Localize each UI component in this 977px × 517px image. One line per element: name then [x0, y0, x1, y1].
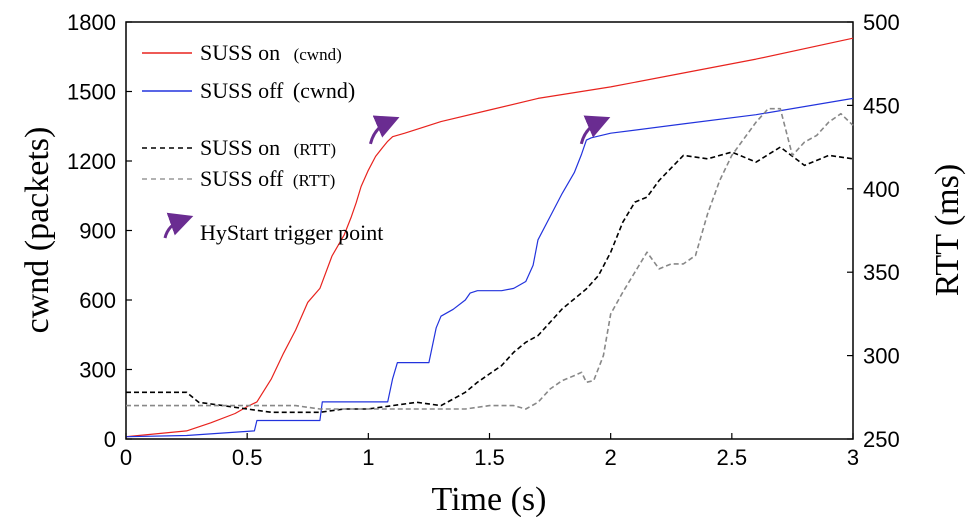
- series-layer: [125, 37, 854, 438]
- hystart-legend-icon: [163, 212, 194, 239]
- legend-label-suss-on-cwnd: SUSS on (cwnd): [200, 40, 342, 65]
- legend-label-suss-off-cwnd: SUSS off (cwnd): [200, 78, 355, 103]
- ticks-layer: 0 0.5 1 1.5 2 2.5 3 0 300 600 900 1200 1500 1800 250 30…: [67, 10, 900, 470]
- y-right-tick-label: 300: [863, 344, 900, 369]
- y-left-tick-label: 900: [79, 219, 116, 244]
- y-axis-right-title: RTT (ms): [929, 164, 966, 296]
- y-axis-left-title: cwnd (packets): [19, 127, 56, 334]
- x-tick-label: 1: [362, 445, 374, 470]
- hystart-trigger-arrow-icon: [368, 115, 400, 145]
- annotation-layer: [368, 115, 611, 145]
- x-tick-label: 3: [847, 445, 859, 470]
- x-tick-label: 2.5: [717, 445, 748, 470]
- y-left-tick-label: 0: [104, 427, 116, 452]
- x-tick-label: 0.5: [232, 445, 263, 470]
- y-left-tick-label: 300: [79, 358, 116, 383]
- y-left-tick-label: 600: [79, 288, 116, 313]
- y-right-tick-label: 400: [863, 177, 900, 202]
- y-right-tick-label: 350: [863, 260, 900, 285]
- y-left-tick-label: 1500: [67, 80, 116, 105]
- series-line-suss-on-cwnd: [125, 37, 854, 438]
- y-right-tick-label: 250: [863, 427, 900, 452]
- legend-label-hystart: HyStart trigger point: [200, 220, 383, 245]
- x-tick-label: 2: [605, 445, 617, 470]
- series-line-suss-on-rtt: [126, 146, 854, 414]
- y-left-tick-label: 1800: [67, 10, 116, 35]
- hystart-trigger-arrow-icon: [579, 115, 611, 145]
- legend-label-suss-on-rtt: SUSS on (RTT): [200, 135, 336, 160]
- legend-label-suss-off-rtt: SUSS off (RTT): [200, 166, 335, 191]
- y-right-tick-label: 500: [863, 10, 900, 35]
- legend: SUSS on (cwnd) SUSS off (cwnd) SUSS on (…: [142, 40, 383, 245]
- x-tick-label: 1.5: [474, 445, 505, 470]
- series-line-suss-off-cwnd: [125, 97, 854, 438]
- x-axis-title: Time (s): [432, 481, 547, 517]
- y-left-tick-label: 1200: [67, 149, 116, 174]
- x-tick-label: 0: [120, 445, 132, 470]
- series-line-suss-off-rtt: [126, 107, 854, 410]
- y-right-tick-label: 450: [863, 93, 900, 118]
